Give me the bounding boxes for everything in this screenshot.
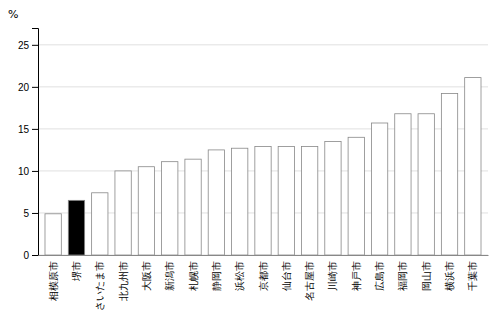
tick-label: 20 <box>18 82 30 93</box>
tick-label: 横浜市 <box>444 261 455 291</box>
tick-mark <box>32 213 38 214</box>
grid <box>38 45 488 255</box>
bar <box>441 94 457 255</box>
tick-label: 名古屋市 <box>304 261 315 301</box>
bar <box>232 148 248 255</box>
tick-label: 10 <box>18 166 30 177</box>
tick-label: 川崎市 <box>327 261 338 291</box>
tick-label: 北九州市 <box>118 261 129 301</box>
tick: 神戸市 <box>351 261 362 291</box>
bar <box>278 147 294 255</box>
tick-label: 相模原市 <box>48 261 59 301</box>
tick-label: 堺市 <box>71 261 82 282</box>
tick: 京都市 <box>258 261 269 291</box>
tick: 15 <box>18 124 38 135</box>
tick-label: 新潟市 <box>164 261 175 291</box>
bar <box>185 159 201 255</box>
bar <box>92 193 108 255</box>
tick-mark <box>32 255 38 256</box>
tick: 新潟市 <box>164 261 175 291</box>
tick-label: 25 <box>18 40 30 51</box>
tick-mark <box>32 87 38 88</box>
bar <box>162 162 178 255</box>
grid-line <box>38 86 488 87</box>
tick: 名古屋市 <box>304 261 315 301</box>
tick: 千葉市 <box>467 261 478 291</box>
bar <box>115 171 131 255</box>
tick-label: 神戸市 <box>351 261 362 291</box>
tick-label: さいたま市 <box>94 261 105 311</box>
tick: 相模原市 <box>48 261 59 301</box>
tick-label: 0 <box>23 250 29 261</box>
tick-label: 札幌市 <box>188 261 199 291</box>
tick: 20 <box>18 82 38 93</box>
y-axis: 0 5 10 15 20 25 <box>18 29 39 261</box>
tick-label: 15 <box>18 124 30 135</box>
bar <box>301 147 317 255</box>
bar <box>208 150 224 255</box>
axis-label: % <box>8 8 18 21</box>
tick-label: 千葉市 <box>467 261 478 291</box>
bar <box>255 147 271 255</box>
bar <box>395 114 411 255</box>
tick-label: 仙台市 <box>281 261 292 291</box>
chart: 0 5 10 15 20 25 相模原市 堺市 さいたま市 北九州市 大阪市 新潟市 札幌市 静岡市 浜松市… <box>0 0 500 325</box>
tick: 岡山市 <box>421 261 432 291</box>
tick-label: 浜松市 <box>234 261 245 291</box>
tick-label: 福岡市 <box>397 261 408 291</box>
x-axis: 相模原市 堺市 さいたま市 北九州市 大阪市 新潟市 札幌市 静岡市 浜松市 京都市 仙台市 名古屋市… <box>39 256 489 312</box>
tick-mark <box>32 129 38 130</box>
tick: 札幌市 <box>188 261 199 291</box>
tick-mark <box>32 171 38 172</box>
tick: 10 <box>18 166 38 177</box>
tick: 浜松市 <box>234 261 245 291</box>
tick-label: 大阪市 <box>141 261 152 291</box>
bar <box>138 167 154 255</box>
tick: 横浜市 <box>444 261 455 291</box>
bar <box>45 214 61 255</box>
bar <box>325 142 341 256</box>
tick-label: 広島市 <box>374 261 385 291</box>
marks <box>45 78 481 255</box>
bar <box>68 200 84 255</box>
tick: 北九州市 <box>118 261 129 301</box>
tick-mark <box>32 45 38 46</box>
tick: 静岡市 <box>211 261 222 291</box>
tick: さいたま市 <box>94 261 105 311</box>
grid-line <box>38 44 488 45</box>
bar <box>418 114 434 255</box>
tick: 福岡市 <box>397 261 408 291</box>
axis-line <box>39 255 489 256</box>
tick: 川崎市 <box>327 261 338 291</box>
tick-label: 京都市 <box>258 261 269 291</box>
bar <box>371 123 387 255</box>
tick-label: 静岡市 <box>211 261 222 291</box>
tick-label: 岡山市 <box>421 261 432 291</box>
tick: 25 <box>18 40 38 51</box>
plot: 0 5 10 15 20 25 相模原市 堺市 さいたま市 北九州市 大阪市 新潟市 札幌市 静岡市 浜松市… <box>18 29 489 312</box>
tick: 大阪市 <box>141 261 152 291</box>
tick-label: 5 <box>23 208 29 219</box>
tick: 広島市 <box>374 261 385 291</box>
tick: 仙台市 <box>281 261 292 291</box>
tick: 5 <box>23 208 38 219</box>
bar <box>465 78 481 255</box>
bar <box>348 137 364 255</box>
axis-line <box>32 29 39 256</box>
tick: 堺市 <box>71 261 82 282</box>
tick: 0 <box>23 250 38 261</box>
